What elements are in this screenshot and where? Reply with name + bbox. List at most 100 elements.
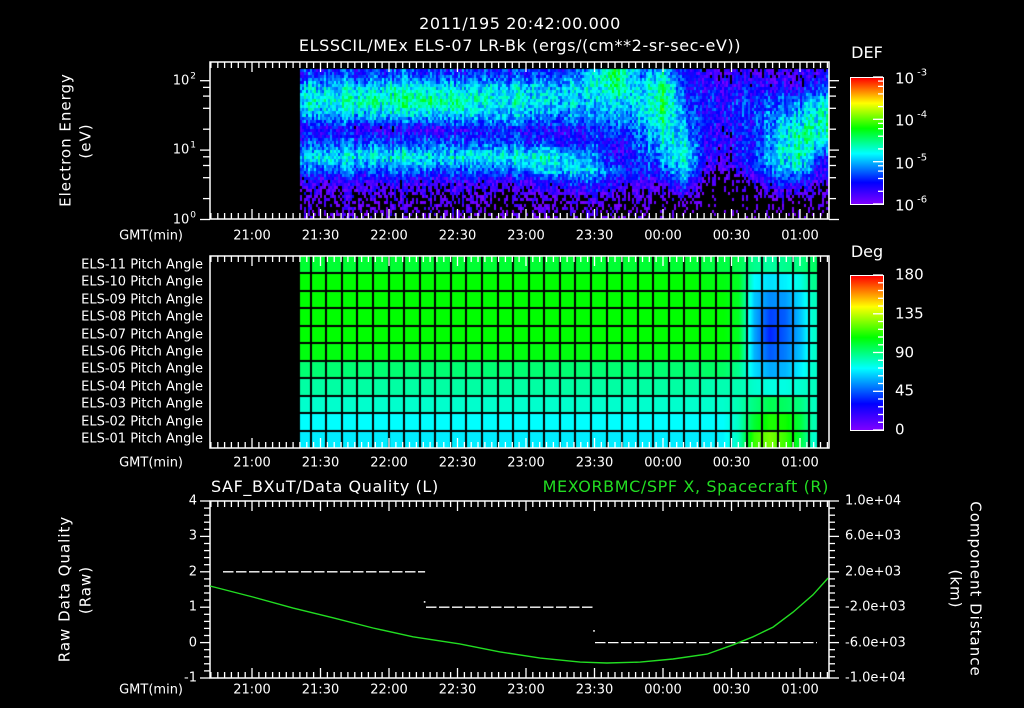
time-tick-label: 23:30 bbox=[575, 682, 614, 698]
time-tick-label: 21:30 bbox=[301, 455, 340, 471]
time-tick-label: 22:00 bbox=[370, 682, 408, 698]
time-tick-label: 22:00 bbox=[370, 455, 408, 471]
def-colorbar-label: 10 -5 bbox=[895, 153, 927, 173]
time-tick-label: 00:30 bbox=[712, 682, 751, 698]
energy-tick-label-base: 10 bbox=[172, 142, 190, 158]
def-colorbar bbox=[850, 77, 884, 205]
def-colorbar-label-base: 10 bbox=[895, 196, 915, 215]
quality-axis-unit: (Raw) bbox=[76, 565, 95, 615]
distance-axis-title: Component Distance bbox=[966, 501, 985, 677]
distance-tick-label: -1.0e+04 bbox=[845, 670, 906, 686]
energy-tick-label: 102 bbox=[172, 71, 196, 89]
quality-frame bbox=[209, 500, 830, 679]
plot-title: ELSSCIL/MEx ELS-07 LR-Bk (ergs/(cm**2-sr… bbox=[298, 36, 742, 55]
deg-colorbar-label: 90 bbox=[895, 343, 915, 361]
time-tick-label: 23:30 bbox=[575, 455, 614, 471]
def-colorbar-label-base: 10 bbox=[895, 69, 915, 88]
quality-tick-label: -1 bbox=[184, 670, 197, 686]
distance-axis-unit: (km) bbox=[946, 569, 965, 609]
pitch-angle-row-label: ELS-08 Pitch Angle bbox=[81, 309, 203, 325]
energy-tick-label-exponent: 1 bbox=[190, 140, 196, 151]
distance-tick-label: 6.0e+03 bbox=[845, 528, 902, 544]
time-tick-label: 00:00 bbox=[644, 228, 682, 244]
time-tick-label: 21:00 bbox=[233, 455, 271, 471]
quality-tick-label: 3 bbox=[188, 528, 197, 544]
pitch-angle-row-label: ELS-11 Pitch Angle bbox=[81, 257, 203, 273]
def-colorbar-label: 10 -6 bbox=[895, 195, 927, 215]
pitch-angle-row-label: ELS-02 Pitch Angle bbox=[81, 414, 203, 430]
quality-tick-label: 2 bbox=[188, 564, 197, 580]
time-tick-label: 00:00 bbox=[644, 455, 682, 471]
pitch-angle-row-label: ELS-04 Pitch Angle bbox=[81, 379, 203, 395]
time-tick-label: 00:30 bbox=[712, 455, 751, 471]
time-axis-label: GMT(min) bbox=[119, 455, 183, 471]
time-tick-label: 23:00 bbox=[507, 228, 545, 244]
time-tick-label: 01:00 bbox=[781, 455, 819, 471]
def-colorbar-label-exponent: -4 bbox=[917, 109, 928, 121]
distance-tick-label: -2.0e+03 bbox=[845, 599, 906, 615]
energy-tick-label: 100 bbox=[172, 210, 196, 227]
energy-tick-label-base: 10 bbox=[172, 73, 190, 89]
energy-tick-label-exponent: 2 bbox=[190, 71, 196, 82]
time-tick-label: 00:00 bbox=[644, 682, 682, 698]
deg-colorbar-label: 0 bbox=[895, 420, 905, 439]
spacecraft-distance-line bbox=[209, 577, 829, 664]
time-tick-label: 21:00 bbox=[233, 228, 271, 244]
pitch-angle-frame bbox=[209, 255, 830, 449]
quality-tick-label: 4 bbox=[188, 493, 197, 509]
def-colorbar-label: 10 -4 bbox=[895, 110, 927, 130]
time-tick-label: 22:30 bbox=[438, 682, 477, 698]
energy-tick-label-exponent: 0 bbox=[190, 210, 196, 220]
quality-series-title: SAF_BXuT/Data Quality (L) bbox=[211, 477, 439, 496]
time-tick-label: 23:30 bbox=[575, 228, 614, 244]
quality-point bbox=[423, 601, 426, 603]
deg-colorbar-label: 180 bbox=[895, 265, 924, 284]
pitch-angle-row-label: ELS-05 Pitch Angle bbox=[81, 361, 203, 377]
time-tick-label: 22:30 bbox=[438, 455, 477, 471]
def-colorbar-title: DEF bbox=[851, 43, 883, 62]
quality-tick-label: 1 bbox=[188, 599, 197, 615]
time-axis-label: GMT(min) bbox=[119, 228, 183, 244]
time-tick-label: 23:00 bbox=[507, 682, 545, 698]
energy-tick-label: 101 bbox=[172, 140, 196, 158]
time-tick-label: 01:00 bbox=[781, 228, 819, 244]
pitch-angle-row-label: ELS-03 Pitch Angle bbox=[81, 396, 203, 412]
pitch-angle-row-label: ELS-06 Pitch Angle bbox=[81, 344, 203, 360]
energy-axis-unit: (eV) bbox=[76, 123, 95, 159]
distance-tick-label: 1.0e+04 bbox=[845, 493, 902, 509]
deg-colorbar-label: 45 bbox=[895, 381, 915, 400]
spectrogram-frame bbox=[209, 61, 830, 220]
deg-colorbar-label: 135 bbox=[895, 304, 924, 323]
time-tick-label: 22:00 bbox=[370, 228, 408, 244]
def-colorbar-label-exponent: -5 bbox=[917, 152, 928, 164]
pitch-angle-row-label: ELS-10 Pitch Angle bbox=[81, 274, 203, 290]
time-tick-label: 00:30 bbox=[712, 228, 751, 244]
energy-tick-label-base: 10 bbox=[172, 212, 190, 227]
def-colorbar-label-exponent: -6 bbox=[917, 194, 928, 206]
time-axis-label: GMT(min) bbox=[119, 682, 183, 698]
quality-point bbox=[593, 630, 595, 632]
time-tick-label: 01:00 bbox=[781, 682, 819, 698]
electron-energy-spectrogram bbox=[210, 62, 829, 219]
distance-tick-label: -6.0e+03 bbox=[845, 635, 906, 651]
plot-timestamp: 2011/195 20:42:00.000 bbox=[419, 14, 621, 33]
pitch-angle-grid bbox=[210, 256, 829, 448]
time-tick-label: 21:30 bbox=[301, 682, 340, 698]
pitch-angle-row-label: ELS-01 Pitch Angle bbox=[81, 431, 203, 447]
pitch-angle-row-label: ELS-07 Pitch Angle bbox=[81, 327, 203, 343]
def-colorbar-label-base: 10 bbox=[895, 154, 915, 173]
distance-tick-label: 2.0e+03 bbox=[845, 564, 902, 580]
time-tick-label: 23:00 bbox=[507, 455, 545, 471]
pitch-angle-row-label: ELS-09 Pitch Angle bbox=[81, 292, 203, 308]
time-tick-label: 22:30 bbox=[438, 228, 477, 244]
quality-tick-label: 0 bbox=[188, 635, 197, 651]
time-tick-label: 21:00 bbox=[233, 682, 271, 698]
def-colorbar-label-exponent: -3 bbox=[917, 67, 928, 79]
def-colorbar-label-base: 10 bbox=[895, 111, 915, 130]
quality-axis-title: Raw Data Quality bbox=[55, 515, 74, 663]
spacecraft-series-title: MEXORBMC/SPF X, Spacecraft (R) bbox=[542, 477, 829, 496]
energy-axis-title: Electron Energy bbox=[56, 73, 75, 207]
deg-colorbar-title: Deg bbox=[850, 242, 884, 261]
